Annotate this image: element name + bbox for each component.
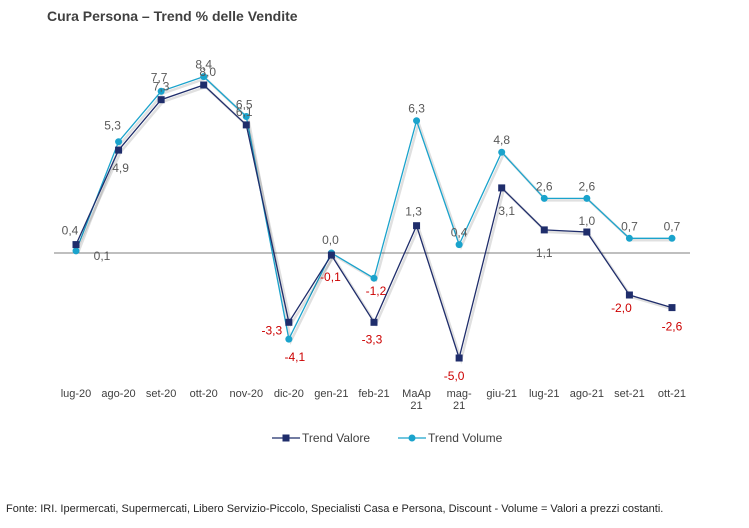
data-label-trend-valore: 3,1 [498,204,515,218]
data-point-trend-valore [625,291,633,299]
data-label-trend-valore: 1,1 [536,246,553,260]
data-label-trend-valore: -0,1 [320,270,341,284]
data-label-trend-volume: 7,7 [151,70,168,84]
legend-label-trend-volume: Trend Volume [428,431,503,445]
data-point-trend-volume [498,148,506,156]
data-label-trend-volume: 0,0 [322,233,339,247]
data-point-trend-volume [370,274,378,282]
data-label-trend-volume: 0,4 [451,226,468,240]
x-tick-label: set-20 [146,388,177,400]
x-tick-label: giu-21 [486,388,517,400]
line-chart: lug-20 ago-20 set-20 ott-20 nov-20 dic-20 gen-… [54,58,690,445]
data-label-trend-volume: 2,6 [578,179,595,193]
data-point-trend-valore [370,318,378,326]
data-label-trend-volume: -1,2 [366,284,387,298]
legend-label-trend-valore: Trend Valore [302,431,370,445]
x-tick-label: ago-21 [570,388,604,400]
data-point-trend-valore [413,222,421,230]
data-label-trend-valore: -3,3 [362,332,383,346]
data-point-trend-volume [72,247,80,255]
data-label-trend-volume: 0,1 [94,249,111,263]
data-point-trend-valore [242,121,250,129]
data-point-trend-valore [72,241,80,249]
chart-title: Cura Persona – Trend % delle Vendite [47,8,298,24]
series-shadow [76,77,674,345]
data-label-trend-volume: -4,1 [285,350,306,364]
data-label-trend-valore: -2,0 [611,301,632,315]
data-label-trend-valore: 1,0 [578,214,595,228]
data-point-trend-volume [540,194,548,202]
data-label-trend-volume: 8,4 [195,58,212,72]
data-point-trend-valore [327,251,335,259]
data-point-trend-valore [540,226,548,234]
x-tick-label: ott-21 [658,388,686,400]
data-point-trend-valore [285,318,293,326]
x-tick-label: dic-20 [274,388,304,400]
data-point-trend-volume [115,138,123,146]
data-label-trend-volume: 5,3 [104,119,121,133]
data-label-trend-valore: 8,0 [199,65,216,79]
x-tick-label: lug-21 [529,388,560,400]
data-label-trend-valore: 6,1 [236,105,253,119]
x-tick-label: ott-20 [190,388,218,400]
data-label-trend-valore: 0,4 [62,224,79,238]
data-point-trend-volume [200,73,208,81]
x-tick-label: MaAp [402,388,431,400]
data-label-trend-volume: 0,7 [664,219,681,233]
x-tick-label: lug-20 [61,388,92,400]
data-label-trend-volume: 6,5 [236,98,253,112]
legend-marker-trend-volume [408,434,416,442]
data-point-trend-volume [413,117,421,125]
data-label-trend-volume: 6,3 [408,102,425,116]
series-line-trend-volume [75,75,672,342]
x-tick-label: 21 [410,400,422,412]
data-point-trend-volume [242,113,250,120]
data-point-trend-valore [157,96,165,104]
data-point-trend-valore [668,304,676,312]
data-point-trend-volume [455,241,463,249]
x-tick-label: 21 [453,400,465,412]
legend-marker-trend-valore [282,434,290,442]
data-point-trend-valore [583,228,591,236]
data-label-trend-valore: 4,9 [112,161,129,175]
data-point-trend-valore [200,81,208,89]
data-point-trend-volume [285,335,293,343]
x-tick-label: nov-20 [229,388,263,400]
data-label-trend-valore: -5,0 [444,369,465,383]
data-point-trend-volume [668,234,676,242]
data-point-trend-valore [498,184,506,192]
data-point-trend-volume [583,194,591,202]
x-tick-label: mag- [447,388,472,400]
x-tick-label: ago-20 [101,388,135,400]
source-footnote: Fonte: IRI. Ipermercati, Supermercati, L… [6,503,664,515]
x-tick-label: feb-21 [358,388,389,400]
data-label-trend-valore: -3,3 [262,323,283,337]
x-tick-label: gen-21 [314,388,348,400]
data-label-trend-volume: 2,6 [536,179,553,193]
x-tick-label: set-21 [614,388,645,400]
data-label-trend-valore: 7,3 [153,80,170,94]
data-point-trend-valore [455,354,463,362]
data-point-trend-valore [115,146,123,154]
data-label-trend-valore: 1,3 [405,205,422,219]
data-label-trend-volume: 0,7 [621,219,638,233]
data-point-trend-volume [157,87,165,95]
data-label-trend-valore: -2,6 [662,320,683,334]
data-label-trend-volume: 4,8 [493,133,510,147]
data-point-trend-volume [625,234,633,242]
